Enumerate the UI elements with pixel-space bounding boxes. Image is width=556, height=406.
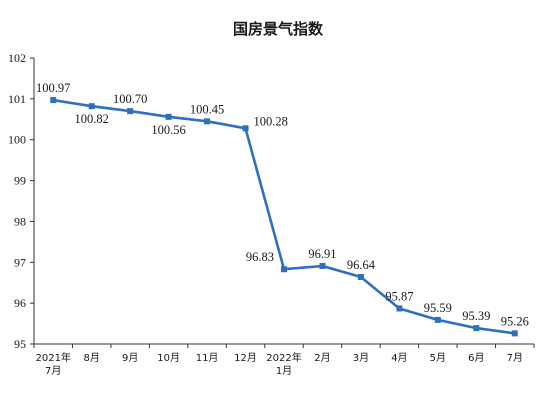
data-point [242,125,249,132]
y-tick-label: 100 [8,133,26,147]
data-labels: 100.97 100.82 100.70 100.56 100.45 100.28 96.8… [36,81,529,328]
chart-title: 国房景气指数 [233,20,324,38]
x-tick-label: 6月 [468,352,484,364]
y-tick-label: 98 [14,214,26,228]
data-point [434,316,441,323]
x-tick-label: 10月 [157,352,180,364]
data-point [204,118,211,125]
data-label: 96.64 [347,258,376,272]
data-point [281,266,287,273]
y-tick-label: 102 [8,51,26,65]
data-point [511,330,518,337]
data-label: 96.83 [246,250,274,264]
x-tick-label: 4月 [391,352,407,364]
data-label: 95.26 [501,314,529,328]
y-tick-label: 97 [14,255,26,269]
series-line [52,98,515,335]
y-tick-label: 99 [14,174,26,188]
data-point [127,108,134,115]
data-label: 100.97 [36,81,70,95]
data-label: 95.87 [385,289,413,303]
x-tick-label: 2月 [314,352,330,364]
data-label: 100.70 [113,92,147,106]
axes [33,58,534,345]
data-point [357,273,364,280]
y-tick-label: 95 [14,337,26,351]
data-point [88,103,95,110]
x-tick-label: 9月 [122,352,138,364]
data-label: 100.82 [75,112,109,126]
data-point [396,305,403,312]
y-tick-label: 101 [8,92,26,106]
data-label: 95.39 [462,309,490,323]
data-label: 100.45 [190,102,224,116]
x-tick-label: 2022年 [266,351,301,364]
data-point [165,113,172,120]
data-point [319,262,326,269]
x-tick-label: 2021年 [36,351,71,364]
y-tick-label: 96 [14,296,26,310]
data-label: 100.28 [254,114,288,128]
data-label: 96.91 [308,247,336,261]
data-point [50,97,57,104]
x-tick-label: 7月 [45,365,61,377]
y-axis-ticks: 95 96 97 98 99 100 101 102 [8,51,34,351]
data-label: 95.59 [424,301,452,315]
x-tick-label: 11月 [196,352,219,364]
data-point [473,325,480,332]
x-tick-label: 5月 [430,352,446,364]
x-tick-label: 1月 [276,365,292,377]
data-line [52,98,515,335]
data-label: 100.56 [151,123,185,137]
x-tick-label: 12月 [234,352,257,364]
x-tick-label: 8月 [84,352,100,364]
x-tick-label: 3月 [353,352,369,364]
series-markers [50,97,518,337]
x-tick-label: 7月 [507,352,523,364]
